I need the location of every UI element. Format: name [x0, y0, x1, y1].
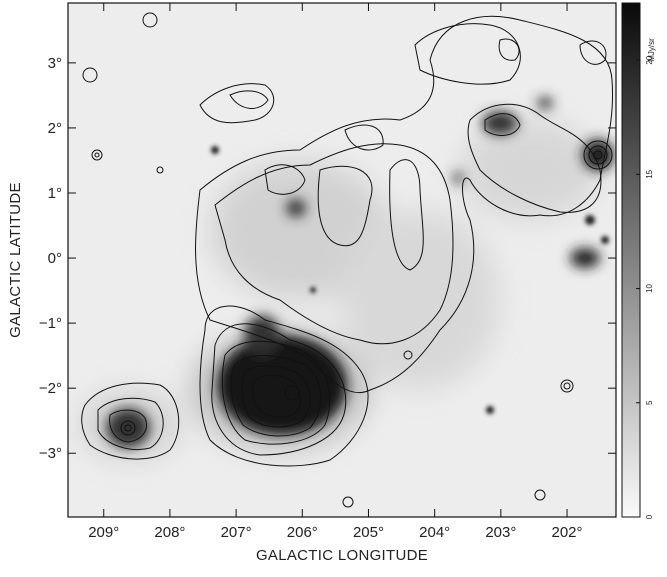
x-tick-label: 204°: [419, 524, 450, 541]
x-tick-label: 202°: [552, 524, 583, 541]
y-tick-label: −3°: [39, 445, 62, 462]
x-tick-label: 209°: [88, 524, 119, 541]
sky-image: [68, 3, 616, 517]
colorbar-tick-label: 15: [645, 169, 654, 178]
x-axis-title: GALACTIC LONGITUDE: [256, 547, 428, 564]
colorbar: [621, 2, 641, 518]
y-axis-title: GALACTIC LATITUDE: [7, 182, 24, 338]
colorbar-tick-label: 5: [645, 400, 654, 405]
x-tick-label: 206°: [287, 524, 318, 541]
plot-frame: [67, 2, 617, 518]
y-tick-label: 1°: [48, 185, 62, 202]
x-tick-label: 203°: [485, 524, 516, 541]
y-tick-label: 0°: [48, 250, 62, 267]
x-tick-label: 207°: [221, 524, 252, 541]
x-tick-label: 205°: [353, 524, 384, 541]
x-tick-label: 208°: [154, 524, 185, 541]
colorbar-label: MJy/sr: [647, 38, 656, 62]
y-tick-label: 3°: [48, 55, 62, 72]
colorbar-tick-label: 10: [645, 284, 654, 293]
y-tick-label: −1°: [39, 315, 62, 332]
y-tick-label: 2°: [48, 120, 62, 137]
contours: [81, 12, 614, 508]
colorbar-tick-label: 0: [645, 514, 654, 519]
y-tick-label: −2°: [39, 380, 62, 397]
colorbar-tick-label: 20: [645, 55, 654, 64]
